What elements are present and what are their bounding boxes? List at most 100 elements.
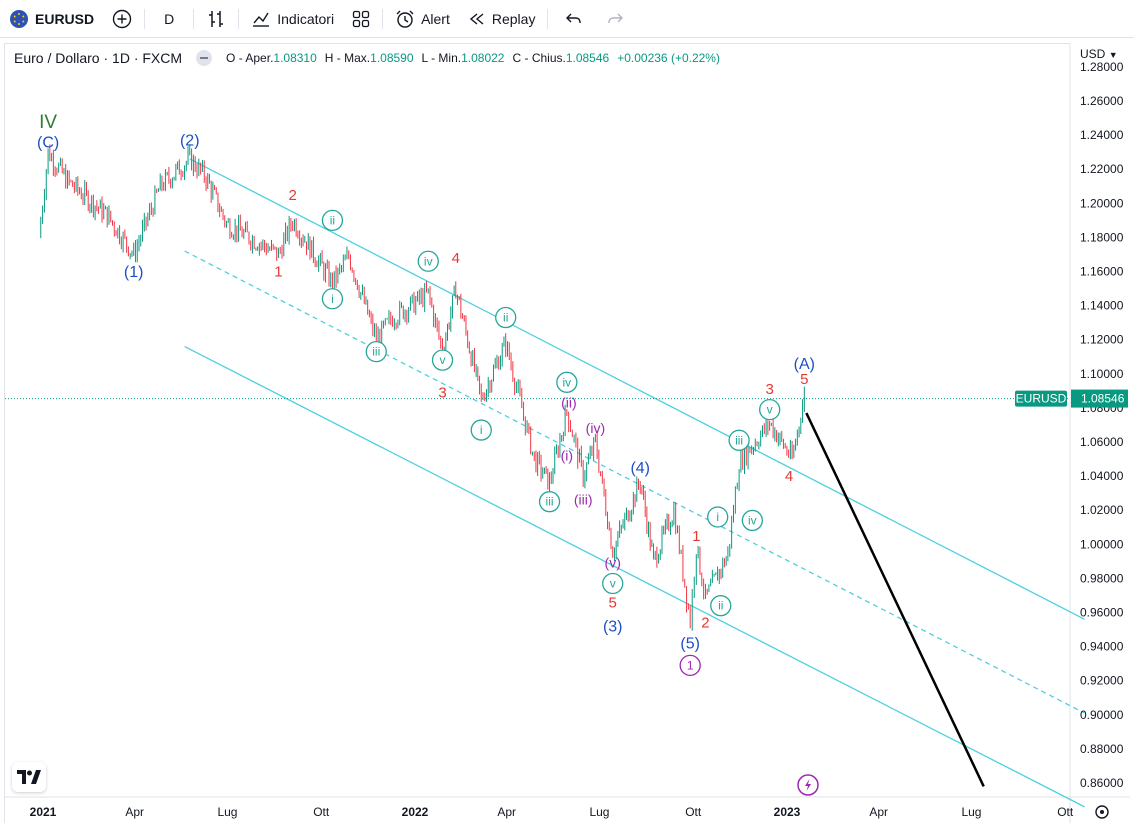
wave-label: 4 — [452, 250, 460, 267]
wave-label-text: 2 — [701, 615, 709, 632]
legend-high-value: 1.08590 — [370, 51, 414, 65]
wave-label-text: (iv) — [586, 420, 605, 436]
symbol-price-badge — [1015, 390, 1067, 407]
wave-label: iv — [741, 509, 763, 532]
wave-label-text: 3 — [438, 385, 446, 402]
legend-title[interactable]: Euro / Dollaro · 1D · FXCM — [14, 50, 183, 66]
layouts-button[interactable] — [343, 0, 379, 38]
replay-button[interactable]: Replay — [459, 0, 545, 38]
wave-label-text: (i) — [561, 447, 573, 463]
wave-label: (5) — [680, 636, 700, 653]
wave-label-text: ii — [503, 311, 508, 325]
tradingview-logo[interactable] — [12, 762, 46, 792]
wave-label: 5 — [609, 594, 617, 611]
alarm-clock-icon — [396, 10, 414, 28]
wave-label-text: i — [331, 292, 334, 306]
wave-label-circle — [707, 506, 729, 528]
channel-line[interactable] — [184, 345, 1085, 808]
symbol-search-button[interactable]: EURUSD — [0, 0, 103, 38]
interval-button[interactable]: D — [148, 0, 190, 38]
wave-label: (ii) — [561, 394, 577, 410]
wave-label: (C) — [37, 134, 59, 151]
toolbar-divider — [547, 8, 549, 29]
wave-label: 2 — [701, 615, 709, 632]
indicators-button[interactable]: Indicatori — [242, 0, 343, 38]
toolbar-divider — [193, 8, 195, 29]
price-scale[interactable] — [1070, 43, 1130, 823]
wave-label: (iii) — [574, 492, 593, 508]
price-tick-label: 1.06000 — [1080, 435, 1124, 449]
wave-label-text: v — [440, 353, 446, 367]
wave-label-text: 2 — [289, 187, 297, 204]
lightning-badge[interactable] — [797, 774, 819, 796]
wave-label-text: 5 — [609, 594, 617, 611]
time-tick-label: Ott — [1057, 805, 1074, 819]
wave-label-text: v — [610, 577, 616, 591]
eu-flag-icon — [10, 9, 28, 28]
chart-type-button[interactable] — [197, 0, 235, 38]
time-tick-label: Apr — [125, 805, 144, 819]
legend-open-label: O - Aper. — [226, 51, 274, 65]
wave-label: 1 — [692, 528, 700, 545]
price-tick-label: 0.92000 — [1080, 674, 1124, 688]
replay-label: Replay — [491, 10, 536, 27]
tradingview-logo-icon — [17, 770, 41, 784]
redo-button[interactable] — [597, 0, 633, 38]
wave-label: iii — [728, 429, 750, 451]
wave-label: (A) — [794, 356, 815, 373]
wave-label-text: (2) — [180, 133, 200, 150]
wave-label: v — [431, 349, 454, 371]
wave-label-text: i — [480, 423, 483, 437]
price-tick-label: 1.10000 — [1080, 367, 1124, 381]
currency-selector[interactable]: USD ▼ — [1080, 47, 1118, 61]
projection-line[interactable] — [805, 412, 985, 787]
wave-label-text: (4) — [630, 460, 650, 477]
wave-label-circle — [321, 288, 344, 310]
price-tick-label: 1.04000 — [1080, 469, 1124, 483]
legend-collapse-button[interactable] — [196, 50, 213, 66]
channel-line[interactable] — [189, 158, 1085, 620]
channel-lines[interactable] — [184, 158, 1085, 808]
wave-label: ii — [495, 306, 517, 329]
chevron-down-icon: ▼ — [1108, 50, 1118, 60]
time-tick-label: Apr — [497, 805, 516, 819]
time-tick-label: 2023 — [774, 805, 801, 819]
price-tick-label: 1.12000 — [1080, 333, 1124, 347]
wave-label-circle — [431, 349, 454, 371]
chart-legend: Euro / Dollaro · 1D · FXCM O - Aper. 1.0… — [14, 50, 728, 66]
wave-label-text: ii — [718, 599, 723, 613]
price-tick-label: 1.16000 — [1080, 265, 1124, 279]
last-price-symbol: EURUSD — [1016, 392, 1067, 406]
wave-label-text: (C) — [37, 134, 59, 151]
price-tick-label: 1.18000 — [1080, 230, 1124, 244]
time-tick-label: Apr — [869, 805, 888, 819]
wave-label-text: 1 — [274, 264, 282, 281]
price-tick-label: 0.90000 — [1080, 708, 1124, 722]
wave-label-text: iv — [424, 254, 433, 268]
wave-label-circle — [710, 595, 732, 617]
wave-label: i — [470, 419, 492, 441]
wave-label-circle — [602, 572, 624, 595]
projection-line[interactable] — [805, 412, 985, 787]
wave-label-text: (3) — [603, 618, 623, 635]
time-axis-settings-button[interactable] — [1095, 805, 1109, 819]
time-scale[interactable] — [5, 797, 1070, 823]
wave-label: 1 — [274, 264, 282, 281]
indicators-label: Indicatori — [277, 10, 335, 27]
legend-high-label: H - Max. — [324, 51, 371, 65]
price-tick-label: 0.94000 — [1080, 640, 1124, 654]
gear-icon — [1095, 805, 1109, 819]
wave-label-circle — [728, 429, 750, 451]
legend-close-label: C - Chius. — [512, 51, 566, 65]
candles — [40, 144, 805, 631]
channel-line[interactable] — [184, 250, 1085, 714]
price-tick-label: 1.26000 — [1080, 94, 1124, 108]
wave-label: v — [759, 398, 781, 421]
price-tick-label: 0.96000 — [1080, 606, 1124, 620]
compare-symbol-button[interactable] — [103, 0, 141, 38]
alert-button[interactable]: Alert — [386, 0, 459, 38]
undo-button[interactable] — [551, 0, 597, 38]
wave-label: 3 — [438, 385, 446, 402]
wave-label-text: (ii) — [561, 394, 577, 410]
